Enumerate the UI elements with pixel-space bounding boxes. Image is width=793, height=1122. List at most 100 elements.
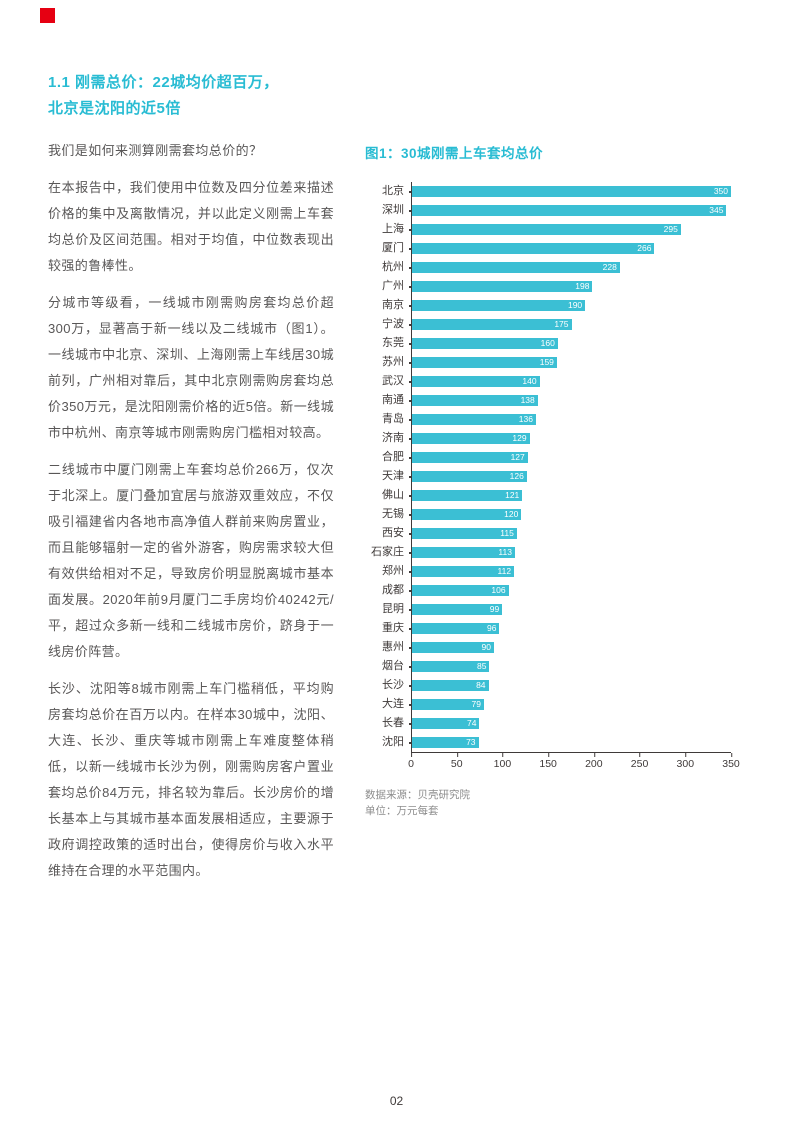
bar-row: 南通 138 xyxy=(365,391,731,410)
bar-row: 天津 126 xyxy=(365,467,731,486)
bar-row: 佛山 121 xyxy=(365,486,731,505)
bar-row: 无锡 120 xyxy=(365,505,731,524)
bar-value-label: 127 xyxy=(510,452,525,463)
bar-row: 长春 74 xyxy=(365,714,731,733)
bar: 138 xyxy=(412,395,538,406)
paragraph: 分城市等级看，一线城市刚需购房套均总价超300万，显著高于新一线以及二线城市（图… xyxy=(48,295,334,440)
bar-track: 90 xyxy=(409,638,731,657)
bar-category-label: 南通 xyxy=(382,394,404,406)
bar-track: 129 xyxy=(409,429,731,448)
bar-track: 136 xyxy=(409,410,731,429)
bar: 345 xyxy=(412,205,727,216)
bar-value-label: 120 xyxy=(504,509,519,520)
bar-track: 127 xyxy=(409,448,731,467)
bar-track: 198 xyxy=(409,277,731,296)
section-title: 1.1 刚需总价：22城均价超百万， 北京是沈阳的近5倍 xyxy=(48,70,334,122)
bar: 159 xyxy=(412,357,557,368)
chart-notes: 数据来源：贝壳研究院 单位：万元每套 xyxy=(365,787,731,819)
bar-category-label: 重庆 xyxy=(382,622,404,634)
bar-track: 112 xyxy=(409,562,731,581)
x-axis-tick-label: 100 xyxy=(493,753,512,770)
bar: 129 xyxy=(412,433,530,444)
bar-row: 苏州 159 xyxy=(365,353,731,372)
bar-value-label: 136 xyxy=(518,414,533,425)
bar-value-label: 190 xyxy=(567,300,583,311)
bar: 175 xyxy=(412,319,572,330)
bar-track: 160 xyxy=(409,334,731,353)
bar-row: 济南 129 xyxy=(365,429,731,448)
bar: 121 xyxy=(412,490,523,501)
bar: 96 xyxy=(412,623,500,634)
bar-category-label: 厦门 xyxy=(382,242,404,254)
red-corner-mark xyxy=(40,8,55,23)
bar-category-label: 杭州 xyxy=(382,261,404,273)
bar: 99 xyxy=(412,604,503,615)
bar-category-label: 上海 xyxy=(382,223,404,235)
bar: 127 xyxy=(412,452,528,463)
bar: 160 xyxy=(412,338,558,349)
bar-track: 99 xyxy=(409,600,731,619)
bar-track: 138 xyxy=(409,391,731,410)
bar-track: 115 xyxy=(409,524,731,543)
bar-track: 228 xyxy=(409,258,731,277)
section-title-line2: 北京是沈阳的近5倍 xyxy=(48,100,181,117)
bar-category-label: 宁波 xyxy=(382,318,404,330)
x-axis-tick-label: 150 xyxy=(539,753,557,770)
bar: 106 xyxy=(412,585,509,596)
bar: 79 xyxy=(412,699,484,710)
bar: 126 xyxy=(412,471,527,482)
paragraph: 二线城市中厦门刚需上车套均总价266万，仅次于北深上。厦门叠加宜居与旅游双重效应… xyxy=(48,462,334,659)
bar-track: 85 xyxy=(409,657,731,676)
bar-value-label: 85 xyxy=(477,661,487,672)
bar-category-label: 广州 xyxy=(382,280,404,292)
x-axis-tick-label: 0 xyxy=(408,753,414,770)
bar-value-label: 121 xyxy=(505,490,520,501)
bar-track: 350 xyxy=(409,182,731,201)
paragraph: 在本报告中，我们使用中位数及四分位差来描述价格的集中及离散情况，并以此定义刚需上… xyxy=(48,180,334,273)
page-number: 02 xyxy=(389,1094,404,1108)
bar-row: 长沙 84 xyxy=(365,676,731,695)
section-title-line1: 1.1 刚需总价：22城均价超百万， xyxy=(48,74,279,91)
bar-row: 宁波 175 xyxy=(365,315,731,334)
bar-value-label: 295 xyxy=(663,224,678,235)
bar-value-label: 140 xyxy=(522,376,537,387)
bar-value-label: 96 xyxy=(487,623,497,634)
bar-track: 79 xyxy=(409,695,731,714)
bar: 73 xyxy=(412,737,479,748)
bar-category-label: 昆明 xyxy=(382,603,404,615)
bar-row: 重庆 96 xyxy=(365,619,731,638)
bar-track: 121 xyxy=(409,486,731,505)
bar-track: 266 xyxy=(409,239,731,258)
bar-row: 武汉 140 xyxy=(365,372,731,391)
figure-column: 图1：30城刚需上车套均总价 北京 350 深圳 345 上海 295 厦门 266 杭州 228… xyxy=(365,142,740,819)
bar-row: 沈阳 73 xyxy=(365,733,731,752)
bar-value-label: 350 xyxy=(713,186,728,197)
bar-category-label: 长春 xyxy=(382,717,404,729)
bar-value-label: 345 xyxy=(709,205,724,216)
bar-track: 113 xyxy=(409,543,731,562)
bar-value-label: 159 xyxy=(539,357,554,368)
bar-row: 上海 295 xyxy=(365,220,731,239)
bar-category-label: 无锡 xyxy=(382,508,404,520)
bar-category-label: 合肥 xyxy=(382,451,404,463)
bar-category-label: 沈阳 xyxy=(382,736,404,748)
bar: 198 xyxy=(412,281,593,292)
bar-value-label: 90 xyxy=(481,642,492,653)
chart-title: 图1：30城刚需上车套均总价 xyxy=(365,146,544,161)
bar-track: 159 xyxy=(409,353,731,372)
bar: 120 xyxy=(412,509,522,520)
body-text: 我们是如何来测算刚需套均总价的？ 在本报告中，我们使用中位数及四分位差来描述价格… xyxy=(48,138,334,884)
bar-value-label: 129 xyxy=(512,433,527,444)
bar: 190 xyxy=(412,300,586,311)
bar-category-label: 南京 xyxy=(382,299,404,311)
bar-value-label: 79 xyxy=(471,699,481,710)
bar-row: 大连 79 xyxy=(365,695,731,714)
bar-track: 74 xyxy=(409,714,731,733)
bar-value-label: 138 xyxy=(520,395,535,406)
bar-track: 175 xyxy=(409,315,731,334)
x-axis: 0 50 100 150 200 250 300 350 xyxy=(408,753,740,775)
bar-category-label: 深圳 xyxy=(382,204,404,216)
bar: 113 xyxy=(412,547,515,558)
bar-value-label: 113 xyxy=(498,547,512,558)
bar-row: 烟台 85 xyxy=(365,657,731,676)
